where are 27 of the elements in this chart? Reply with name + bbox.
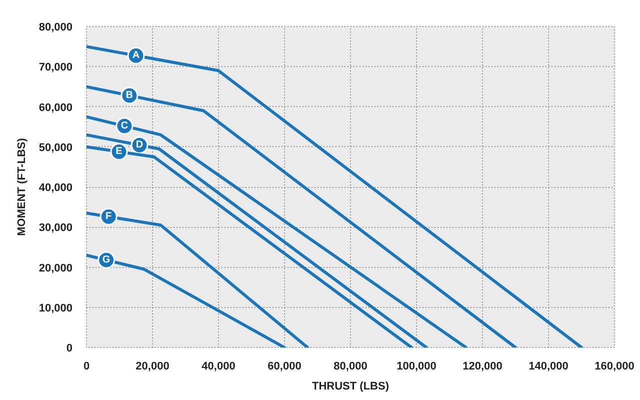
y-tick-label: 20,000 (38, 262, 73, 274)
y-tick-label: 40,000 (38, 182, 73, 194)
legend-label: D (136, 140, 144, 151)
series-label: A (132, 50, 140, 62)
y-tick-label: 50,000 (38, 142, 73, 154)
x-tick-label: 120,000 (462, 360, 502, 372)
x-tick-label: 40,000 (202, 360, 236, 372)
series-label: G (102, 254, 110, 266)
y-tick-label: 70,000 (38, 62, 73, 74)
y-tick-label: 10,000 (38, 302, 73, 314)
x-axis-title: THRUST (LBS) (312, 380, 390, 392)
x-tick-label: 80,000 (334, 360, 368, 372)
x-tick-label: 160,000 (594, 360, 634, 372)
x-tick-label: 0 (83, 360, 90, 372)
y-tick-label: 80,000 (38, 22, 73, 34)
series-label: F (106, 211, 112, 222)
x-tick-label: 60,000 (268, 360, 302, 372)
series-label: B (126, 90, 134, 102)
y-tick-label: 60,000 (38, 102, 73, 114)
series-label: E (116, 146, 123, 158)
y-tick-label: 0 (66, 342, 73, 354)
x-tick-label: 140,000 (528, 360, 568, 372)
x-tick-label: 20,000 (136, 360, 170, 372)
series-label: C (120, 120, 128, 132)
y-tick-label: 30,000 (38, 222, 73, 234)
y-axis-title: MOMENT (FT-LBS) (16, 138, 28, 236)
x-tick-label: 100,000 (396, 360, 436, 372)
